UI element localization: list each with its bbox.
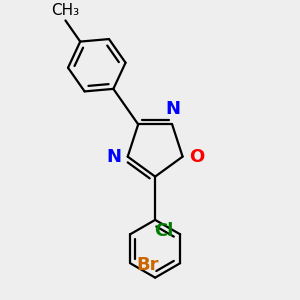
Text: CH₃: CH₃: [51, 3, 79, 18]
Text: N: N: [166, 100, 181, 118]
Text: N: N: [106, 148, 122, 166]
Text: Cl: Cl: [154, 222, 174, 240]
Text: Br: Br: [136, 256, 159, 274]
Text: O: O: [189, 148, 204, 166]
